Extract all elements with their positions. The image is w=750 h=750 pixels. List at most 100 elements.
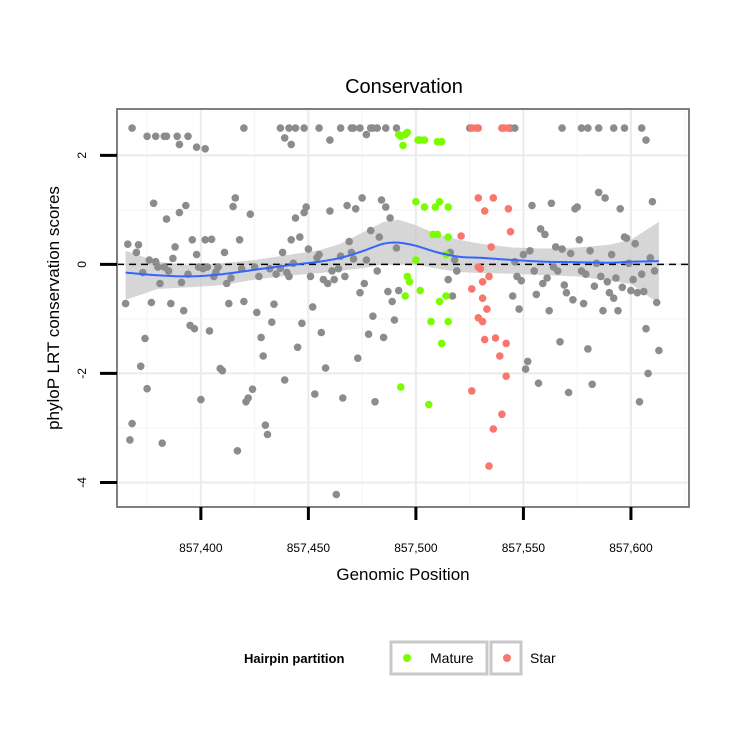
point-other [332,490,341,499]
point-mature [399,141,407,150]
point-other [235,236,244,244]
point-other [640,287,648,296]
point-other [644,369,652,378]
y-tick-label: -4 [75,477,89,488]
point-star [504,205,513,213]
point-other [229,202,237,211]
point-other [287,236,296,244]
point-star [506,227,515,236]
y-tick-label: 2 [75,152,89,159]
point-other [126,436,134,444]
point-other [336,124,345,132]
point-other [625,259,633,268]
point-other [622,234,631,242]
point-other [293,343,302,352]
point-other [192,250,201,259]
point-star [480,335,489,344]
point-other [453,267,461,275]
point-other [188,236,197,244]
point-other [280,376,289,384]
point-other [620,124,629,132]
point-other [597,272,605,281]
point-other [635,398,644,406]
point-star [485,462,493,470]
point-other [642,136,650,144]
point-other [323,279,332,288]
point-other [609,294,618,303]
y-axis: -4 -2 0 2 [75,152,117,488]
point-other [201,236,209,244]
point-other [302,203,311,211]
point-other [203,263,212,271]
point-other [390,316,399,324]
point-other [362,130,371,139]
point-other [132,248,141,257]
point-other [607,250,616,259]
point-other [207,235,216,244]
data-points [121,124,663,499]
point-mature [412,197,420,206]
point-other [579,299,588,308]
point-other [263,430,272,439]
point-other [227,274,235,282]
point-star [478,294,487,303]
point-other [575,236,584,244]
point-other [637,270,646,279]
point-other [167,299,175,308]
point-other [244,394,252,402]
point-star [489,194,498,202]
legend-title: Hairpin partition [244,651,344,666]
point-other [158,439,166,448]
point-other [296,233,304,241]
point-other [255,272,263,281]
point-other [149,199,158,208]
point-other [358,194,366,202]
point-mature [425,400,433,409]
point-other [384,287,392,296]
point-other [616,205,624,213]
point-other [562,288,571,297]
point-other [285,272,293,281]
legend-key-mature [403,654,411,662]
point-mature [442,292,450,300]
point-other [605,288,614,297]
point-other [246,210,255,218]
legend-label-star: Star [530,650,556,666]
point-other [388,297,397,306]
point-other [373,267,382,275]
point-other [526,247,534,255]
point-mature [433,230,442,239]
point-other [143,132,151,141]
point-other [145,256,154,264]
point-other [218,366,227,375]
point-other [205,327,214,335]
point-star [496,352,504,360]
point-mature [437,137,446,146]
point-other [450,256,459,264]
point-star [498,410,506,419]
plot-border [116,108,690,508]
point-other [379,333,388,342]
point-star [485,272,493,281]
point-mature [431,203,440,211]
point-other [315,124,323,132]
point-other [270,300,278,309]
point-mature [403,128,412,137]
point-mature [397,383,405,391]
point-star [478,278,487,286]
point-other [280,134,289,142]
point-other [190,324,199,333]
point-mature [420,203,429,211]
y-axis-label: phyloP LRT conservation scores [44,186,63,430]
point-star [480,207,489,215]
point-other [392,244,401,252]
point-other [306,272,315,281]
point-other [650,267,659,275]
point-other [339,394,347,402]
point-other [182,201,190,210]
point-other [394,286,403,295]
x-tick-label: 857,550 [502,541,546,555]
point-other [356,124,364,132]
point-other [511,124,519,132]
point-other [124,240,132,248]
